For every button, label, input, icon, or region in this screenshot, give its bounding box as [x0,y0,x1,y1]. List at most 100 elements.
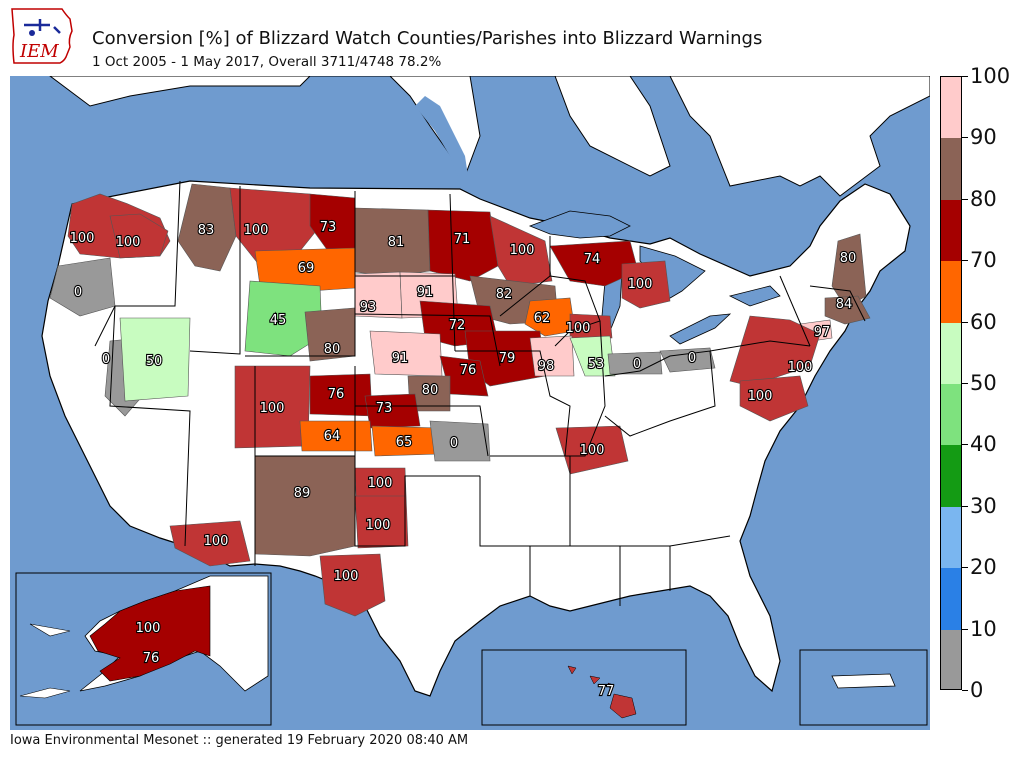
colorbar-bin-60-70 [941,261,961,323]
colorbar-tick-label: 50 [970,371,997,395]
region-label: 100 [368,476,393,491]
region-label: 81 [388,235,405,250]
colorbar-bin-70-80 [941,199,961,262]
region-label: 0 [633,357,641,372]
region-label: 100 [788,360,813,375]
map-panel: 100 100 83 100 73 81 71 100 74 100 80 84 97 0 69 45 93 91… [10,75,931,730]
region-label: 100 [260,401,285,416]
region-label: 77 [598,684,615,699]
region-fill [555,425,629,475]
colorbar-tick [962,628,968,630]
region-label: 0 [102,352,110,367]
region-fill [244,280,323,357]
colorbar-bin-0-10 [941,629,961,689]
region-label: 91 [392,351,409,366]
colorbar-tick-label: 20 [970,555,997,580]
region-fill [319,553,386,617]
colorbar-tick-label: 70 [970,248,997,273]
region-label: 0 [74,285,82,300]
colorbar-bin-10-20 [941,568,961,630]
region-fill [254,247,356,292]
region-label: 72 [449,318,466,333]
region-label: 98 [538,359,555,374]
region-label: 71 [454,232,471,247]
region-label: 100 [204,534,229,549]
region-fill [254,455,356,557]
canada-land [48,75,931,197]
region-label: 100 [116,235,141,250]
map-subtitle: 1 Oct 2005 - 1 May 2017, Overall 3711/47… [92,54,442,70]
region-label: 53 [588,357,605,372]
region-label: 100 [628,277,653,292]
region-labels: 100 100 83 100 73 81 71 100 74 100 80 84 97 0 69 45 93 91… [68,219,857,700]
colorbar-tick-label: 40 [970,432,997,457]
colorbar-tick-label: 10 [970,616,997,641]
region-fill [119,317,191,402]
colorbar-tick [962,260,968,262]
region-label: 45 [270,313,287,328]
alaska-colored [89,585,211,682]
region-label: 100 [136,621,161,636]
colorbar-bin-30-40 [941,445,961,507]
region-fill [569,313,613,339]
alaska-inset [15,572,272,726]
region-fill [529,335,575,377]
footer-credit: Iowa Environmental Mesonet :: generated … [10,733,469,748]
region-label: 50 [146,354,163,369]
colorbar-tick [962,505,968,507]
colorbar-tick [962,690,968,691]
lake-superior [528,210,631,239]
region-label: 83 [198,223,215,238]
region-fill [739,375,809,422]
colored-regions [49,183,871,617]
colorbar-bin-90-100 [941,77,961,139]
region-label: 100 [334,569,359,584]
region-label: 80 [324,342,341,357]
region-label: 76 [460,363,477,378]
region-fill [169,520,251,567]
region-fill [429,420,491,462]
colorbar-tick-label: 30 [970,493,997,518]
region-label: 100 [510,243,535,258]
region-label: 84 [836,297,853,312]
colorbar-bin-50-60 [941,322,961,384]
colorbar-tick [962,383,968,384]
region-label: 100 [566,321,591,336]
region-label: 80 [422,383,439,398]
colorbar-tick [962,567,968,569]
map-title: Conversion [%] of Blizzard Watch Countie… [92,28,763,49]
colorbar-tick-label: 0 [970,678,984,702]
region-label: 91 [417,285,434,300]
colorbar-tick [962,198,968,200]
colorbar-tick [962,76,968,77]
region-label: 0 [450,436,458,451]
region-fill [569,335,616,377]
region-fill [299,420,373,452]
region-label: 100 [70,231,95,246]
region-fill [427,209,499,282]
colorbar-tick-label: 90 [970,125,997,150]
region-label: 93 [360,300,377,315]
colorbar-bin-40-50 [941,384,961,446]
region-label: 100 [244,223,269,238]
colorbar-bin-80-90 [941,138,961,200]
region-label: 79 [499,351,516,366]
region-label: 73 [320,220,337,235]
region-label: 65 [396,435,413,450]
hawaii-inset [481,649,687,726]
colorbar-bin-20-30 [941,506,961,569]
state-borders [94,180,866,606]
colorbar-tick-label: 100 [970,64,1011,88]
lake-ontario [728,285,781,307]
colorbar-tick [962,444,968,446]
region-label: 0 [688,351,696,366]
region-fill [607,351,663,375]
puerto-rico-inset [799,649,928,726]
iem-logo: IEM [10,5,78,67]
logo-text: IEM [19,41,59,62]
region-label: 89 [294,486,311,501]
region-fill [729,315,821,387]
region-fill [49,257,116,317]
region-label: 97 [814,325,831,340]
region-label: 74 [584,252,601,267]
